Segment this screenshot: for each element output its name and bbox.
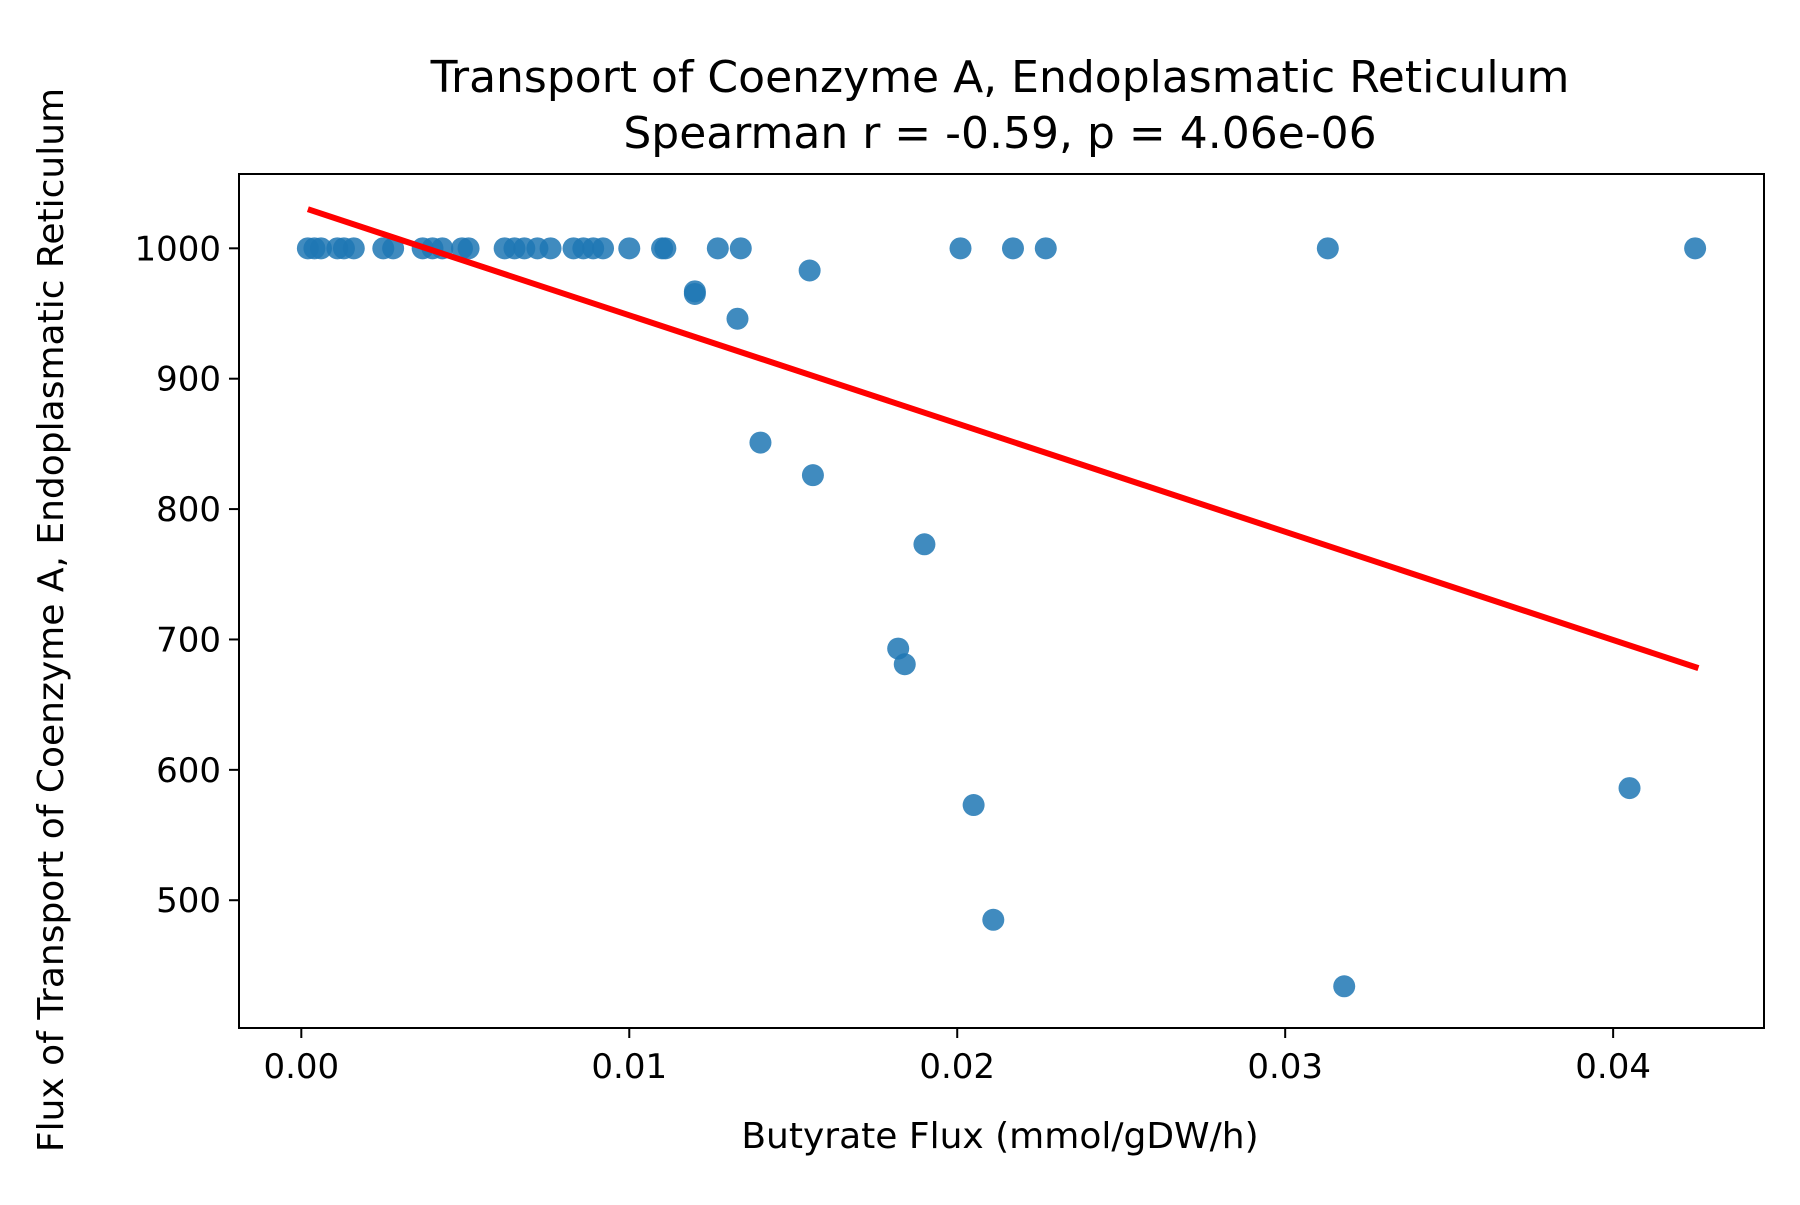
y-tick-label-1: 600 [156,751,221,791]
data-point-28 [1001,237,1024,260]
data-point-21 [592,237,615,260]
x-tick-label-0: 0.00 [263,1047,339,1087]
data-point-2 [309,237,332,260]
chart-subtitle: Spearman r = -0.59, p = 4.06e-06 [623,108,1376,159]
trend-line [306,206,1700,671]
y-tick-label-2: 700 [156,620,221,660]
data-point-37 [801,464,824,487]
y-tick-label-3: 800 [156,490,221,530]
data-point-35 [726,307,749,330]
chart-title: Transport of Coenzyme A, Endoplasmatic R… [430,52,1570,103]
y-axis-label: Flux of Transport of Coenzyme A, Endopla… [31,88,72,1152]
x-axis-ticks: 0.00 0.01 0.02 0.03 0.04 [263,1028,1651,1087]
data-point-30 [1316,237,1339,260]
x-tick-label-4: 0.04 [1575,1047,1651,1087]
data-point-24 [654,237,677,260]
data-point-22 [618,237,641,260]
data-point-7 [382,237,405,260]
data-point-43 [1333,975,1356,998]
data-point-29 [1034,237,1057,260]
x-axis-label: Butyrate Flux (mmol/gDW/h) [741,1116,1258,1157]
y-tick-label-4: 900 [156,360,221,400]
x-tick-label-1: 0.01 [591,1047,667,1087]
y-tick-label-0: 500 [156,881,221,921]
data-point-25 [706,237,729,260]
data-point-36 [749,431,772,454]
data-point-42 [982,908,1005,931]
data-point-12 [457,237,480,260]
data-point-27 [949,237,972,260]
data-point-40 [893,653,916,676]
plot-frame [238,173,1765,1029]
x-tick-label-2: 0.02 [919,1047,995,1087]
data-point-34 [683,282,706,305]
data-point-44 [1618,777,1641,800]
x-tick-label-3: 0.03 [1247,1047,1323,1087]
y-axis-ticks: 500 600 700 800 900 1000 [134,229,239,921]
data-point-26 [729,237,752,260]
data-point-38 [913,533,936,556]
data-point-17 [539,237,562,260]
data-point-32 [798,259,821,282]
data-point-31 [1684,237,1707,260]
data-point-5 [342,237,365,260]
trend-line-group [306,206,1700,671]
data-point-41 [962,794,985,817]
y-tick-label-5: 1000 [134,229,221,269]
